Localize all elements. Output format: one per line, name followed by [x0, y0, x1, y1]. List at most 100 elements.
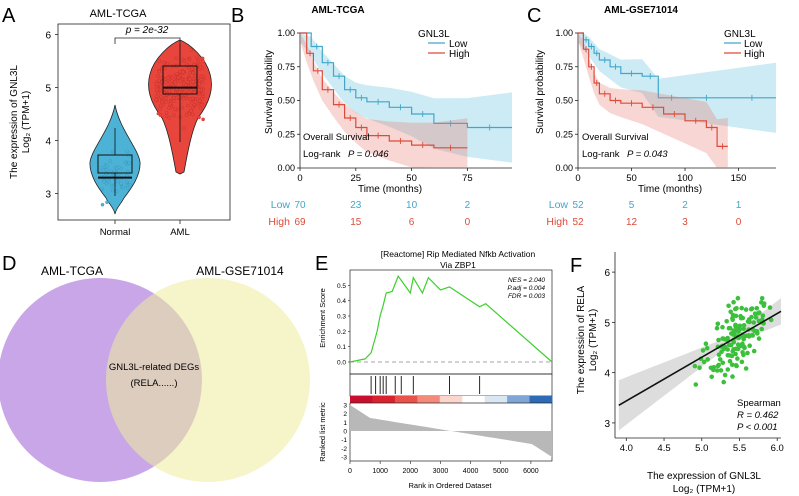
aml-point	[187, 57, 192, 62]
normal-point	[104, 181, 109, 186]
panel-a-ytick-label: 6	[45, 31, 51, 42]
venn-center-label: GNL3L-related DEGs	[109, 362, 200, 373]
risk-value: 0	[736, 217, 742, 228]
scatter-point	[725, 367, 731, 372]
aml-point	[159, 95, 163, 99]
aml-point	[184, 88, 189, 92]
scatter-point	[716, 352, 722, 358]
aml-point	[187, 66, 191, 70]
aml-point	[173, 107, 177, 112]
aml-point	[182, 59, 187, 63]
scatter-point	[730, 374, 735, 379]
scatter-point	[701, 359, 707, 365]
panel-b-ylabel: Survival probability	[264, 50, 275, 134]
panel-a: AML-TCGA 3 4 5 6 The expression of GNL3L Lo…	[9, 8, 231, 238]
panel-label-d: D	[2, 253, 16, 275]
km-xtick-label: 25	[351, 173, 362, 184]
scatter-point	[724, 319, 729, 324]
km-xtick-label: 150	[731, 173, 747, 184]
f-xtick-label: 4.0	[620, 443, 633, 454]
panel-f-xlabel-1: The expression of GNL3L	[647, 471, 761, 482]
scatter-point	[747, 343, 752, 349]
panel-e-padj: P.adj = 0.004	[507, 285, 545, 292]
km-ytick-label: 1.00	[277, 28, 295, 38]
aml-point	[191, 71, 195, 75]
aml-point	[199, 103, 204, 107]
rank-color-band	[529, 396, 553, 403]
panel-b: AML-TCGA GNL3L Low High 0.00 0.25 0.50 0.75…	[264, 5, 512, 228]
aml-point	[187, 111, 191, 116]
risk-value: 3	[682, 217, 688, 228]
panel-b-annotation-logrank: Log-rank	[303, 149, 341, 160]
panel-c-title: AML-GSE71014	[604, 5, 678, 16]
risk-value: 10	[406, 200, 418, 211]
aml-point	[186, 80, 190, 84]
aml-point	[162, 60, 166, 65]
scatter-point	[733, 313, 739, 319]
km-ytick-label: 0.00	[277, 163, 295, 173]
km-ci-low	[578, 33, 776, 133]
panel-f-method: Spearman	[737, 398, 781, 409]
f-ytick-label: 6	[604, 268, 610, 279]
panel-f-ylabel-1: The expression of RELA	[576, 285, 587, 394]
scatter-point	[733, 363, 739, 368]
scatter-point	[721, 379, 726, 385]
risk-value: 2	[465, 200, 471, 211]
panel-e-ylabel-es: Enrichment Score	[318, 288, 327, 348]
e-xtick-label: 3000	[433, 468, 449, 475]
scatter-point	[757, 318, 762, 324]
km-line-high	[578, 32, 728, 147]
normal-point	[115, 166, 119, 171]
aml-point	[187, 71, 192, 75]
aml-point	[167, 88, 172, 93]
normal-point	[109, 183, 114, 188]
metric-ytick-label: -1	[341, 437, 347, 444]
aml-point	[195, 97, 200, 101]
normal-point	[100, 202, 105, 207]
normal-point	[108, 159, 113, 163]
panel-c-ylabel: Survival probability	[535, 50, 546, 134]
scatter-point	[725, 353, 731, 358]
aml-point	[164, 80, 168, 84]
scatter-point	[738, 313, 743, 319]
rank-color-band	[439, 396, 463, 403]
scatter-point	[749, 314, 754, 320]
aml-point	[173, 82, 178, 86]
scatter-point	[731, 328, 736, 333]
scatter-point	[720, 324, 725, 330]
scatter-point	[700, 348, 706, 353]
scatter-point	[737, 326, 743, 332]
aml-point	[156, 74, 160, 78]
panel-c-annotation-os: Overall Survival	[582, 132, 649, 143]
f-ytick-label: 3	[604, 419, 610, 430]
panel-c: AML-GSE71014 GNL3L Low High 0.00 0.25 0.50…	[535, 5, 776, 228]
aml-point	[159, 103, 163, 108]
scatter-point	[750, 333, 755, 338]
f-xtick-label: 6.0	[771, 443, 784, 454]
aml-point	[181, 126, 186, 131]
panel-c-legend-title: GNL3L	[724, 29, 756, 40]
km-xtick-label: 0	[297, 173, 302, 184]
panel-e: [Reactome] Rip Mediated Nfkb Activation …	[318, 249, 553, 490]
e-xtick-label: 4000	[463, 468, 479, 475]
scatter-point	[735, 295, 741, 301]
aml-point	[198, 74, 203, 79]
panel-a-ytick-label: 4	[45, 137, 51, 148]
scatter-point	[727, 358, 733, 364]
risk-value: 23	[350, 200, 362, 211]
panel-c-plot: 0.00 0.25 0.50 0.75 1.00 0 50 100 150	[555, 28, 776, 184]
es-ytick-label: 0.1	[337, 344, 346, 351]
km-ytick-label: 0.50	[277, 96, 295, 106]
aml-point	[197, 87, 201, 92]
scatter-point	[755, 331, 760, 336]
panel-a-points	[99, 48, 206, 207]
rank-color-band	[394, 396, 418, 403]
risk-value: 12	[626, 217, 638, 228]
panel-e-ylabel-metric: Ranked list metric	[318, 402, 327, 462]
aml-point	[189, 88, 194, 93]
rank-color-band	[507, 396, 531, 403]
panel-a-y-axis: 3 4 5 6	[45, 31, 58, 201]
panel-a-pvalue: p = 2e-32	[125, 25, 169, 36]
